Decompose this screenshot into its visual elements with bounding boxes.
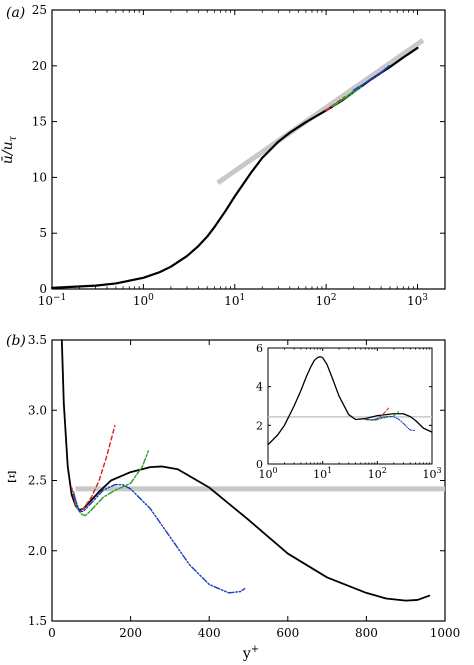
inset-frame: [267, 347, 433, 465]
panel-b-x-tick-label: 800: [355, 626, 378, 640]
inset-x-tick-label-base: 10: [258, 468, 272, 481]
panel-a-label: (a): [6, 5, 25, 21]
inset-series-solid: [267, 356, 433, 446]
svg-text:ū/uτ: ū/uτ: [0, 135, 19, 164]
panel-b-y-tick-label: 2.0: [28, 544, 47, 558]
panel-a-x-tick-label-exp: −1: [53, 293, 66, 303]
panel-a-frame: [51, 9, 446, 290]
panel-a-y-tick-label: 5: [39, 226, 47, 240]
panel-b-x-tick-label: 400: [198, 626, 221, 640]
panel-a-ylabel: ū/uτ: [0, 135, 19, 164]
panel-a-x-tick-label-base: 10: [38, 294, 53, 308]
panel-a-y-tick-label: 20: [32, 59, 47, 73]
inset-x-tick-label-exp: 1: [327, 466, 332, 475]
inset-series-dash-dot: [364, 411, 400, 422]
panel-b-y-tick-label: 2.5: [28, 474, 47, 488]
panel-b-xlabel-sup: +: [251, 644, 259, 655]
panel-b-series: [60, 339, 445, 602]
inset-x-tick-label: 101: [313, 466, 332, 481]
panel-a-x-tick-label-base: 10: [407, 294, 422, 308]
inset-x-ticks: 100 101 102 103: [258, 348, 442, 481]
inset-x-tick-label-base: 10: [313, 468, 327, 481]
panel-b-xlabel: y+: [242, 644, 259, 662]
panel-a-series-dash-dot-dot: [352, 64, 391, 92]
panel-b: (b) Ξ y+ 0 200 400 600 800 1000 1.52.02.53.03…: [6, 333, 460, 662]
panel-a-x-tick-label: 101: [224, 293, 245, 308]
panel-a-x-tick-label-base: 10: [133, 294, 148, 308]
inset-series: [267, 356, 433, 446]
panel-b-x-tick-label: 600: [276, 626, 299, 640]
inset-x-tick-label-exp: 0: [272, 466, 277, 475]
panel-a-x-tick-label-base: 10: [224, 294, 239, 308]
panel-a-series: [50, 38, 425, 289]
inset-x-tick-label-base: 10: [422, 468, 436, 481]
panel-a-x-tick-label: 100: [133, 293, 154, 308]
panel-a-x-tick-label: 103: [407, 293, 428, 308]
inset-x-tick-label-exp: 2: [382, 466, 387, 475]
panel-a-x-tick-label-exp: 1: [240, 293, 246, 303]
panel-b-series-dash-dot-dot: [72, 483, 246, 594]
panel-b-y-tick-label: 3.0: [28, 403, 47, 417]
panel-a-y-tick-label: 10: [32, 170, 47, 184]
inset-y-tick-label: 0: [256, 458, 263, 471]
panel-a-y-tick-label: 15: [32, 115, 47, 129]
panel-b-y-tick-label: 3.5: [28, 333, 47, 347]
panel-a-x-tick-label-exp: 0: [148, 293, 154, 303]
inset-x-tick-label: 103: [422, 466, 441, 481]
panel-b-ylabel: Ξ: [7, 470, 17, 486]
panel-a-ylabel-sub: τ: [8, 135, 19, 141]
inset-y-tick-label: 6: [256, 342, 263, 355]
panel-a-y-ticks: 0 5 10 15 20 25: [32, 3, 445, 296]
panel-a-x-tick-label-base: 10: [316, 294, 331, 308]
panel-a-x-tick-label-exp: 2: [331, 293, 337, 303]
panel-b-x-tick-label: 0: [48, 626, 56, 640]
inset-y-tick-label: 2: [256, 419, 263, 432]
inset-series-dash-dot-dot: [364, 415, 416, 432]
panel-a-x-tick-label-exp: 3: [422, 293, 428, 303]
panel-b-x-tick-label: 1000: [430, 626, 461, 640]
panel-a-ylabel-text: ū/u: [0, 141, 16, 164]
panel-a-x-tick-label: 10−1: [38, 293, 67, 308]
panel-b-y-ticks: 1.5 2.0 2.5 3.0 3.5: [28, 333, 445, 628]
panel-b-xlabel-text: y: [242, 646, 251, 662]
panel-a-x-ticks: 10−1 100 101 102 103: [38, 10, 428, 308]
inset-x-tick-label: 100: [258, 466, 277, 481]
panel-b-x-ticks: 0 200 400 600 800 1000: [48, 340, 460, 640]
panel-b-label: (b): [6, 333, 26, 349]
panel-a-series-dash-dot: [332, 85, 364, 107]
panel-b-y-tick-label: 1.5: [28, 614, 47, 628]
panel-a-x-tick-label: 102: [316, 293, 337, 308]
inset-x-tick-label-base: 10: [368, 468, 382, 481]
panel-b-series-dashed: [70, 424, 116, 513]
inset-y-tick-label: 4: [256, 381, 263, 394]
inset-x-tick-label-exp: 3: [436, 466, 441, 475]
panel-a-y-tick-label: 0: [39, 282, 47, 296]
panel-a-y-tick-label: 25: [32, 3, 47, 17]
inset-x-tick-label: 102: [368, 466, 387, 481]
panel-a-series-reference: [216, 38, 425, 186]
inset-y-ticks: 0 2 4 6: [256, 342, 432, 471]
panel-b-x-tick-label: 200: [119, 626, 142, 640]
